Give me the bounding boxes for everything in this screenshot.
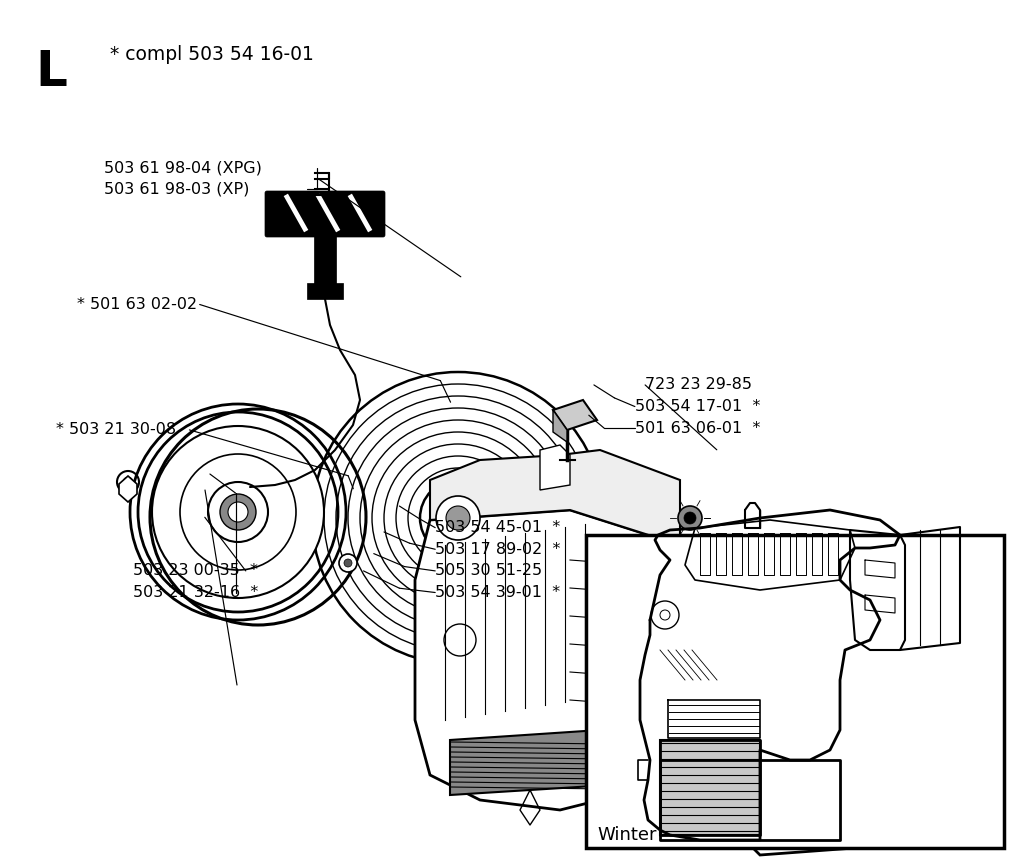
Circle shape (208, 482, 268, 542)
Polygon shape (778, 762, 872, 845)
Circle shape (180, 454, 296, 570)
Circle shape (123, 477, 133, 487)
Polygon shape (415, 510, 680, 810)
FancyBboxPatch shape (265, 191, 385, 237)
Text: 503 61 98-04 (XPG): 503 61 98-04 (XPG) (104, 160, 262, 176)
Circle shape (446, 506, 470, 530)
Circle shape (684, 512, 696, 524)
Polygon shape (540, 445, 570, 490)
Text: 503 23 00-35  *: 503 23 00-35 * (133, 563, 258, 579)
Text: Winter: Winter (597, 826, 656, 844)
Text: 503 21 32-16  *: 503 21 32-16 * (133, 585, 258, 600)
Text: * 503 21 30-08: * 503 21 30-08 (56, 422, 176, 438)
Polygon shape (553, 410, 567, 442)
Text: 503 54 39-01  *: 503 54 39-01 * (435, 585, 560, 600)
Polygon shape (553, 400, 597, 430)
Circle shape (152, 426, 324, 598)
Polygon shape (119, 476, 137, 502)
Circle shape (339, 554, 357, 572)
Text: 501 63 06-01  *: 501 63 06-01 * (635, 420, 760, 436)
Polygon shape (762, 823, 882, 848)
Circle shape (678, 506, 702, 530)
Text: 503 54 45-01  *: 503 54 45-01 * (435, 520, 560, 535)
Text: 503 61 98-03 (XP): 503 61 98-03 (XP) (104, 181, 250, 196)
Text: 505 30 51-25: 505 30 51-25 (435, 563, 543, 579)
Circle shape (220, 494, 256, 530)
Text: * 501 63 02-02: * 501 63 02-02 (77, 297, 197, 312)
Circle shape (344, 559, 352, 567)
Bar (314, 233, 336, 291)
Bar (307, 283, 343, 299)
Text: * compl 503 54 16-01: * compl 503 54 16-01 (110, 45, 314, 64)
Text: 723 23 29-85: 723 23 29-85 (645, 377, 752, 393)
Text: 503 17 89-02  *: 503 17 89-02 * (435, 541, 560, 557)
Polygon shape (660, 740, 760, 835)
Polygon shape (450, 730, 610, 795)
Circle shape (228, 502, 248, 522)
Polygon shape (430, 450, 680, 545)
Bar (586, 535, 1004, 848)
Circle shape (436, 496, 480, 540)
Polygon shape (745, 570, 898, 855)
Text: 503 54 17-01  *: 503 54 17-01 * (635, 399, 760, 414)
Text: L: L (35, 48, 67, 96)
